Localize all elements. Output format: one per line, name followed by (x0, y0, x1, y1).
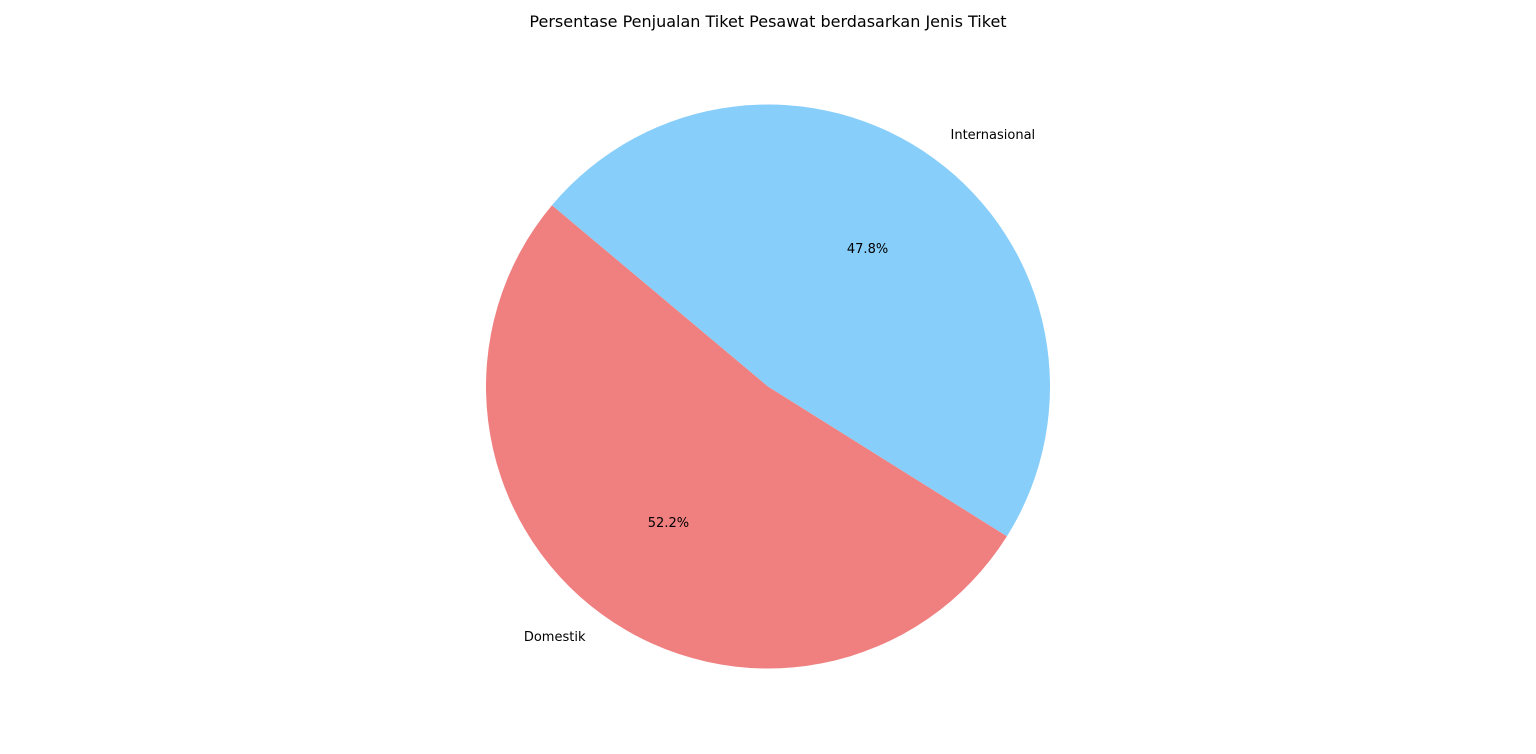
labels-layer: Domestik 52.2% Internasional 47.8% (524, 128, 1035, 645)
slice-label-domestik: Domestik (524, 630, 586, 645)
pie-slice-domestik (485, 205, 1007, 669)
slice-percent-internasional: 47.8% (847, 242, 888, 257)
slice-label-internasional: Internasional (951, 128, 1036, 143)
slices-layer (485, 104, 1050, 669)
slice-percent-domestik: 52.2% (648, 516, 689, 531)
pie-slice-internasional (551, 104, 1050, 537)
chart-title: Persentase Penjualan Tiket Pesawat berda… (529, 12, 1006, 31)
